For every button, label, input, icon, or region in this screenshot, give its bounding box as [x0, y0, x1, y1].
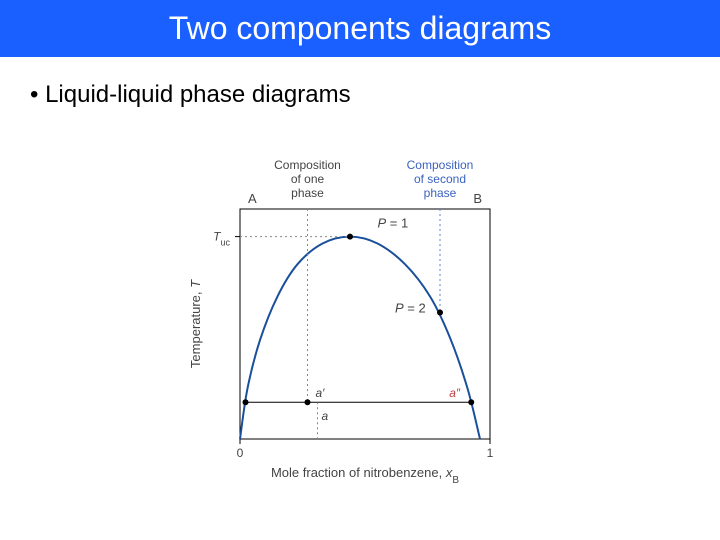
- svg-text:Composition: Composition: [407, 158, 474, 172]
- svg-text:1: 1: [487, 446, 494, 460]
- svg-text:Tuc: Tuc: [213, 230, 230, 248]
- svg-text:A: A: [248, 191, 257, 206]
- svg-text:P = 2: P = 2: [395, 301, 426, 316]
- phase-diagram-chart: 0 1 Mole fraction of nitrobenzene, xB Tempe…: [170, 129, 550, 489]
- svg-text:a: a: [322, 409, 329, 423]
- svg-text:P = 1: P = 1: [378, 215, 409, 230]
- svg-text:phase: phase: [424, 186, 457, 200]
- svg-text:Temperature, T: Temperature, T: [188, 279, 203, 368]
- svg-text:B: B: [473, 191, 482, 206]
- svg-text:Mole fraction of nitrobenzene,: Mole fraction of nitrobenzene, xB: [271, 465, 459, 486]
- svg-text:0: 0: [237, 446, 244, 460]
- bullet-text: Liquid-liquid phase diagrams: [0, 57, 720, 119]
- svg-text:a″: a″: [449, 386, 461, 400]
- svg-text:a′: a′: [316, 386, 326, 400]
- svg-text:phase: phase: [291, 186, 324, 200]
- chart-svg: 0 1 Mole fraction of nitrobenzene, xB Tempe…: [170, 129, 550, 489]
- svg-text:Composition: Composition: [274, 158, 341, 172]
- slide-title: Two components diagrams: [0, 0, 720, 57]
- svg-text:of one: of one: [291, 172, 325, 186]
- svg-text:of second: of second: [414, 172, 466, 186]
